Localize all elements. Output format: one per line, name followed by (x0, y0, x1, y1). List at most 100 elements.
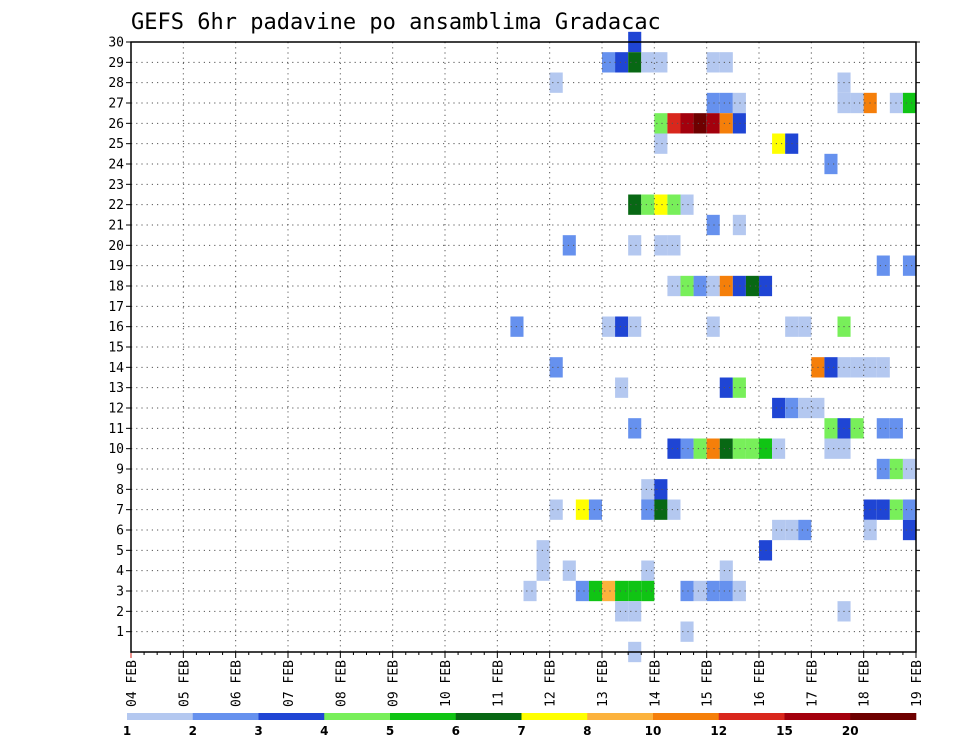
ensemble-cell (706, 214, 720, 236)
y-tick-label: 7 (116, 503, 124, 518)
x-tick-label: 14 FEB (648, 660, 663, 707)
y-tick-label: 6 (116, 524, 124, 539)
ensemble-cell (628, 194, 642, 215)
ensemble-cell (745, 275, 759, 297)
x-tick-label: 19 FEB (910, 660, 925, 707)
ensemble-cell (693, 275, 707, 297)
x-tick-label: 16 FEB (753, 660, 768, 707)
ensemble-cell (706, 316, 720, 337)
ensemble-cell (902, 458, 916, 480)
legend-label: 3 (254, 724, 262, 738)
y-tick-label: 10 (108, 442, 124, 457)
ensemble-cell (719, 275, 733, 297)
ensemble-cell (615, 52, 629, 73)
ensemble-cell (680, 194, 694, 215)
ensemble-cell (902, 92, 916, 114)
ensemble-cell (798, 397, 812, 419)
y-tick-label: 28 (108, 76, 124, 91)
ensemble-cell (732, 580, 746, 602)
legend-swatch (390, 713, 457, 720)
ensemble-cell (850, 92, 864, 114)
ensemble-cell (798, 316, 812, 337)
chart-title: GEFS 6hr padavine po ansamblima Gradacac (131, 10, 661, 35)
ensemble-cell (680, 113, 694, 134)
ensemble-cell (732, 214, 746, 236)
ensemble-cell (602, 52, 616, 73)
y-tick-label: 16 (108, 320, 124, 335)
ensemble-cell (654, 52, 668, 73)
ensemble-cell (680, 275, 694, 297)
legend-label: 7 (517, 724, 525, 738)
x-tick-label: 05 FEB (177, 660, 192, 707)
y-tick-label: 15 (108, 341, 124, 356)
x-axis: 04 FEB 05 FEB 06 FEB 07 FEB 08 FEB 09 FEB 10 F… (125, 652, 925, 707)
ensemble-cell (588, 580, 602, 602)
ensemble-cell (641, 499, 655, 520)
ensemble-cell (719, 113, 733, 134)
ensemble-cell (706, 580, 720, 602)
y-tick-label: 4 (116, 564, 124, 579)
ensemble-cell (732, 438, 746, 459)
x-tick-label: 04 FEB (125, 660, 140, 707)
ensemble-cells (510, 31, 916, 663)
x-tick-label: 13 FEB (596, 660, 611, 707)
legend-swatch (850, 713, 917, 720)
y-tick-label: 14 (108, 361, 124, 376)
ensemble-cell (641, 560, 655, 581)
ensemble-cell (615, 601, 629, 622)
ensemble-cell (719, 52, 733, 73)
ensemble-cell (706, 92, 720, 114)
legend-swatch (784, 713, 851, 720)
y-tick-label: 20 (108, 239, 124, 254)
x-tick-label: 10 FEB (439, 660, 454, 707)
legend-label: 2 (189, 724, 197, 738)
y-tick-label: 2 (116, 605, 124, 620)
ensemble-cell (719, 92, 733, 114)
ensemble-cell (772, 397, 786, 419)
ensemble-cell (719, 377, 733, 398)
y-tick-label: 1 (116, 625, 124, 640)
ensemble-cell (523, 580, 537, 602)
ensemble-cell (706, 113, 720, 134)
ensemble-cell (654, 499, 668, 520)
ensemble-cell (693, 438, 707, 459)
ensemble-cell (654, 235, 668, 256)
y-tick-label: 11 (108, 422, 124, 437)
legend-label: 5 (386, 724, 394, 738)
ensemble-cell (615, 580, 629, 602)
ensemble-cell (772, 519, 786, 541)
x-tick-label: 06 FEB (230, 660, 245, 707)
ensemble-cell (549, 72, 563, 93)
x-tick-label: 07 FEB (282, 660, 297, 707)
y-tick-label: 9 (116, 463, 124, 478)
ensemble-cell (719, 580, 733, 602)
y-tick-label: 25 (108, 137, 124, 152)
y-tick-label: 27 (108, 97, 124, 112)
ensemble-cell (654, 113, 668, 134)
ensemble-cell (641, 580, 655, 602)
ensemble-cell (745, 438, 759, 459)
ensemble-cell (876, 458, 890, 480)
y-tick-label: 17 (108, 300, 124, 315)
y-tick-label: 3 (116, 585, 124, 600)
legend-swatch (258, 713, 325, 720)
ensemble-cell (628, 601, 642, 622)
ensemble-cell (667, 194, 681, 215)
y-tick-label: 30 (108, 36, 124, 51)
ensemble-cell (602, 316, 616, 337)
ensemble-cell (902, 519, 916, 541)
legend-swatch (587, 713, 654, 720)
ensemble-cell (667, 113, 681, 134)
legend-swatch (455, 713, 522, 720)
ensemble-cell (680, 621, 694, 642)
y-tick-label: 24 (108, 158, 124, 173)
legend-label: 1 (123, 724, 131, 738)
ensemble-cell (850, 357, 864, 378)
x-tick-label: 09 FEB (387, 660, 402, 707)
y-tick-label: 18 (108, 280, 124, 295)
ensemble-cell (850, 418, 864, 439)
ensemble-cell (628, 52, 642, 73)
ensemble-cell (824, 418, 838, 439)
ensemble-cell (562, 235, 576, 256)
